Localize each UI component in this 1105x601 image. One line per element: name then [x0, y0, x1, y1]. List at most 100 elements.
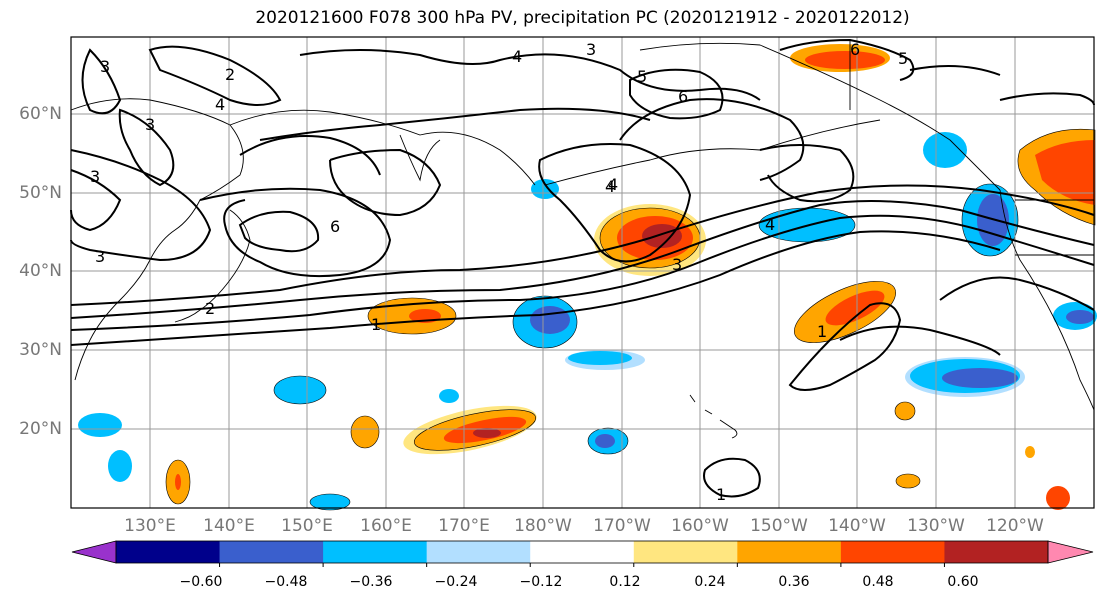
colorbar-tick-label: −0.36	[349, 574, 393, 590]
coastline-japan	[174, 209, 251, 323]
map-frame	[70, 36, 1095, 509]
contour-label: 2	[225, 65, 235, 84]
pv-contour	[199, 187, 392, 278]
lon-label: 140°E	[203, 516, 255, 536]
precip-blob	[825, 290, 885, 326]
pv-contour	[999, 92, 1095, 106]
pv-contour	[759, 144, 855, 203]
contour-label: 1	[716, 485, 726, 504]
coastline-hawaii	[689, 394, 738, 439]
precip-blob	[273, 375, 327, 405]
contour-label: 2	[205, 299, 215, 318]
pv-contour	[909, 65, 1001, 76]
precip-blob	[942, 368, 1018, 388]
contour-label: 3	[90, 167, 100, 186]
contour-label: 3	[672, 255, 682, 274]
colorbar-tick-label: 0.36	[778, 574, 810, 590]
contour-label: 5	[637, 67, 647, 86]
pv-contours	[70, 38, 1095, 498]
coastline-siberia	[229, 109, 536, 186]
precip-blob	[78, 413, 122, 437]
contour-label: 4	[215, 95, 225, 114]
contour-label: 6	[678, 87, 688, 106]
lon-label: 160°W	[671, 516, 729, 536]
precip-blob	[350, 415, 380, 449]
pv-contour	[299, 49, 761, 101]
precip-blob	[1025, 446, 1035, 458]
pv-contour	[81, 48, 122, 115]
coastline-asia	[70, 98, 244, 381]
pv-contour	[70, 169, 122, 232]
pv-contour	[239, 135, 381, 176]
coastline-kamchatka	[399, 134, 441, 182]
pv-contour	[939, 276, 1095, 311]
colorbar-tick-label: −0.12	[519, 574, 563, 590]
precip-blob	[1046, 486, 1070, 510]
lon-label: 130°W	[907, 516, 965, 536]
precip-blob	[108, 450, 132, 482]
precip-blob	[568, 351, 632, 365]
pv-contour	[788, 302, 902, 391]
contour-label: 6	[850, 40, 860, 59]
lon-label: 130°E	[124, 516, 176, 536]
colorbar-tick-label: 0.48	[862, 574, 894, 590]
pv-contour	[148, 45, 282, 106]
pv-contour	[70, 230, 1001, 346]
contour-label: 1	[817, 322, 827, 341]
colorbar-tick-label: 0.24	[694, 574, 726, 590]
lon-label: 170°E	[438, 516, 490, 536]
precip-blob	[923, 132, 967, 168]
coastline-alaska	[639, 42, 1001, 191]
pv-contour	[70, 214, 1095, 331]
colorbar-tick-label: 0.12	[609, 574, 641, 590]
contour-label-group: 3 2 4 3 4 5 6 6 5 3 3 4 6 3 2 1 4 3 1 1 …	[90, 40, 908, 504]
pv-contour	[70, 184, 1095, 306]
contour-label: 4	[512, 47, 522, 66]
map-title: 2020121600 F078 300 hPa PV, precipitatio…	[255, 8, 910, 28]
contour-label: 3	[95, 247, 105, 266]
coastline-aleutians	[544, 119, 881, 186]
precip-blob	[473, 428, 501, 438]
lat-label: 50°N	[19, 183, 62, 203]
precip-blob	[530, 306, 570, 334]
precip-blob	[894, 401, 916, 421]
lon-label: 180°W	[514, 516, 572, 536]
precip-blob	[1035, 140, 1095, 205]
lat-label: 20°N	[19, 419, 62, 439]
contour-label: 3	[586, 40, 596, 59]
lon-label: 150°E	[281, 516, 333, 536]
lon-label: 160°E	[360, 516, 412, 536]
pv-contour	[703, 457, 761, 498]
precip-blob	[175, 474, 181, 490]
precip-blob	[805, 51, 885, 69]
pv-contour	[118, 108, 175, 187]
contour-label: 5	[898, 49, 908, 68]
pv-contour	[779, 38, 915, 81]
precip-blob	[895, 473, 921, 489]
colorbar-tick-label: −0.24	[434, 574, 478, 590]
pv-contour	[70, 200, 1095, 319]
lat-label: 30°N	[19, 340, 62, 360]
precip-blob	[439, 389, 459, 403]
lon-label: 150°W	[750, 516, 808, 536]
pv-contour	[629, 68, 724, 120]
pv-contour	[619, 98, 805, 181]
pv-contour	[259, 107, 651, 141]
colorbar-tick-label: 0.60	[947, 574, 979, 590]
colorbar-tick-label: −0.48	[264, 574, 308, 590]
pv-contour	[70, 149, 212, 262]
precip-blob	[1066, 310, 1094, 324]
lon-label: 170°W	[593, 516, 651, 536]
precip-blob	[595, 434, 615, 448]
colorbar-tick-label: −0.60	[179, 574, 223, 590]
lon-label: 120°W	[986, 516, 1044, 536]
contour-label: 6	[330, 217, 340, 236]
pv-contour	[538, 143, 692, 263]
pv-contour	[839, 325, 1001, 356]
pv-contour	[329, 148, 442, 217]
lat-label: 60°N	[19, 104, 62, 124]
contour-label: 3	[100, 57, 110, 76]
lat-label: 40°N	[19, 261, 62, 281]
pv-contour	[238, 210, 320, 253]
